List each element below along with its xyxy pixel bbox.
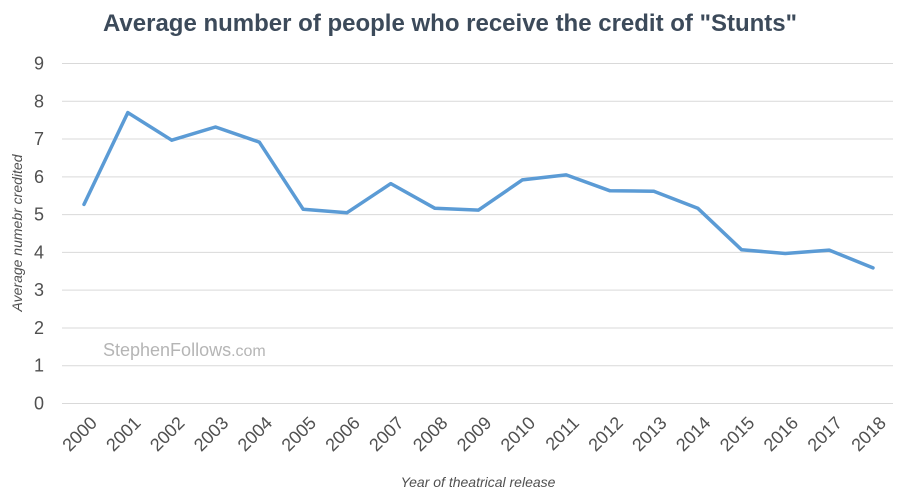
x-tick-label: 2004 <box>234 413 276 455</box>
series-layer <box>82 110 875 270</box>
data-point <box>170 138 174 142</box>
y-tick-label: 8 <box>34 91 44 111</box>
data-point <box>214 125 217 129</box>
x-tick-label: 2005 <box>278 413 320 455</box>
x-tick-label: 2003 <box>190 413 232 455</box>
x-tick-label: 2002 <box>146 413 188 455</box>
data-point <box>345 211 349 215</box>
y-axis-ticks: 0 1 2 3 4 5 6 7 8 9 <box>34 54 44 414</box>
x-tick-label: 2018 <box>847 413 889 455</box>
x-tick-label: 2008 <box>409 413 451 455</box>
x-tick-label: 2010 <box>497 413 539 455</box>
data-point <box>696 206 700 210</box>
y-tick-label: 3 <box>34 280 44 300</box>
data-point <box>82 202 86 206</box>
y-tick-label: 6 <box>34 167 44 187</box>
data-point <box>871 266 875 270</box>
x-tick-label: 2009 <box>453 413 495 455</box>
y-tick-label: 2 <box>34 318 44 338</box>
watermark: StephenFollows.com <box>103 340 266 360</box>
x-tick-label: 2006 <box>321 413 363 455</box>
data-point <box>126 111 130 115</box>
y-axis-label: Average numebr credited <box>9 153 25 312</box>
y-tick-label: 9 <box>34 54 44 74</box>
x-tick-label: 2017 <box>804 413 846 455</box>
data-point <box>783 252 787 256</box>
x-tick-label: 2001 <box>102 413 144 455</box>
x-axis-ticks: 2000 2001 2002 2003 2004 2005 2006 2007 2008 2009… <box>58 413 889 455</box>
x-tick-label: 2007 <box>365 413 407 455</box>
x-tick-label: 2000 <box>58 413 100 455</box>
x-tick-label: 2014 <box>672 413 714 455</box>
data-point <box>301 207 305 211</box>
gridlines <box>62 63 893 404</box>
y-tick-label: 1 <box>34 356 44 376</box>
data-point <box>389 182 393 186</box>
data-point <box>740 248 743 252</box>
series-line <box>82 110 875 270</box>
chart-title: Average number of people who receive the… <box>102 10 797 37</box>
x-tick-label: 2011 <box>542 413 584 455</box>
data-point <box>827 248 831 252</box>
x-tick-label: 2012 <box>584 413 626 455</box>
y-tick-label: 5 <box>34 205 44 225</box>
x-axis-label: Year of theatrical release <box>401 474 556 490</box>
data-point <box>652 189 656 193</box>
x-tick-label: 2015 <box>716 413 758 455</box>
data-point <box>608 189 612 193</box>
data-point <box>477 208 480 212</box>
data-point <box>433 206 437 210</box>
y-tick-label: 7 <box>34 129 44 149</box>
x-tick-label: 2016 <box>760 413 802 455</box>
data-point <box>564 173 568 177</box>
data-point <box>520 178 524 182</box>
data-point <box>257 140 261 144</box>
y-tick-label: 4 <box>34 242 44 262</box>
x-tick-label: 2013 <box>628 413 670 455</box>
y-tick-label: 0 <box>34 394 44 414</box>
